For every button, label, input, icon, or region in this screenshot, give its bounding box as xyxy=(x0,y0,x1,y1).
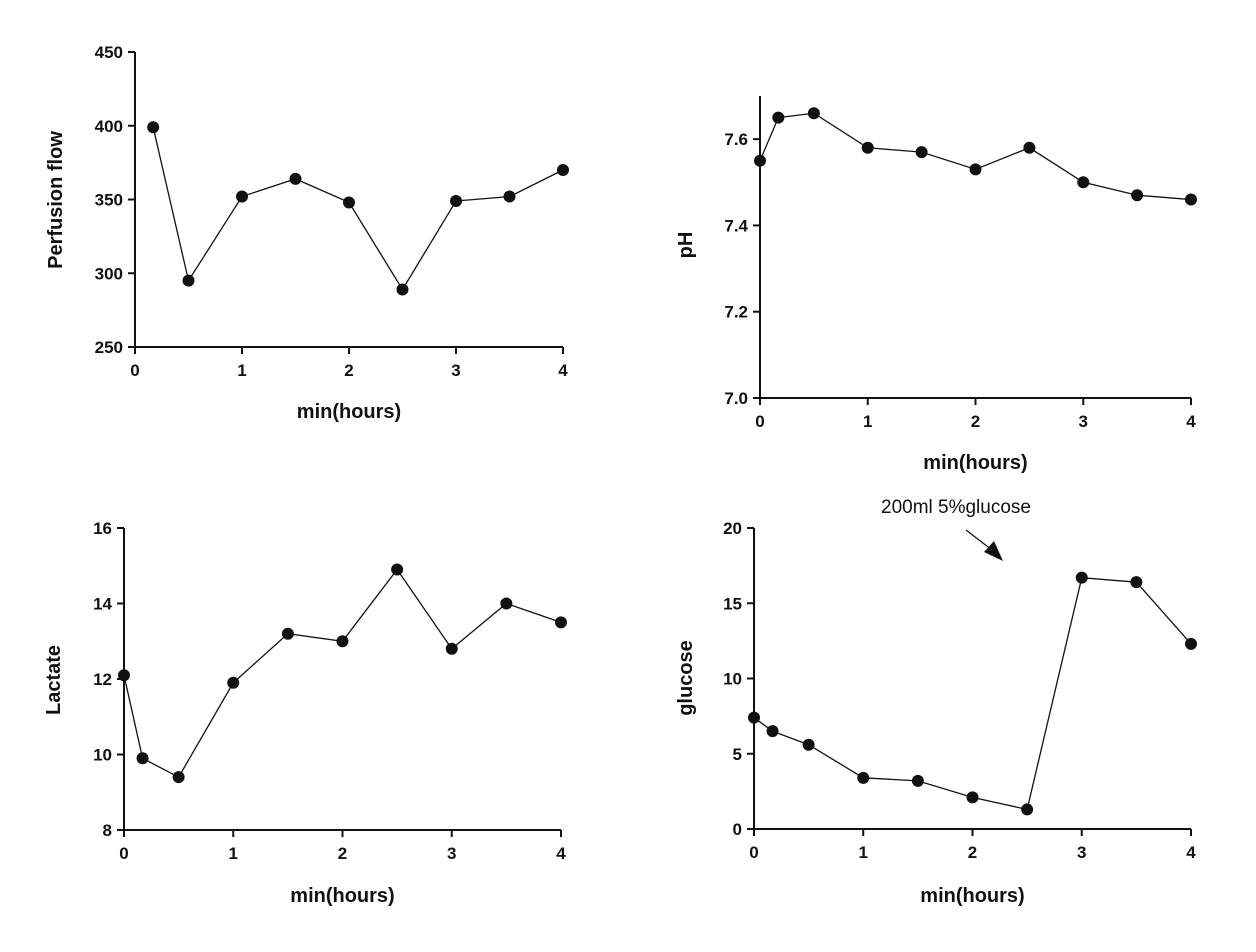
annotation-arrow-line xyxy=(965,529,993,551)
x-tick-label: 0 xyxy=(119,844,128,863)
y-tick-label: 20 xyxy=(723,519,742,538)
data-point xyxy=(748,711,760,724)
data-point xyxy=(766,725,779,738)
data-point xyxy=(1077,176,1090,189)
y-tick-label: 10 xyxy=(93,746,112,765)
data-point xyxy=(281,627,294,640)
series-line xyxy=(152,127,564,291)
y-tick-label: 5 xyxy=(733,745,742,764)
data-point xyxy=(236,190,248,203)
data-point xyxy=(557,164,569,176)
y-tick-label: 250 xyxy=(95,338,123,357)
data-point xyxy=(969,163,982,176)
x-tick-label: 3 xyxy=(451,361,460,380)
x-tick-label: 3 xyxy=(447,844,456,863)
data-point xyxy=(861,141,874,154)
data-point xyxy=(445,642,458,655)
annotation-arrow-head xyxy=(984,541,1003,561)
data-point xyxy=(118,669,130,682)
y-tick-label: 300 xyxy=(95,264,123,283)
x-tick-label: 0 xyxy=(749,843,758,862)
data-point xyxy=(772,111,785,124)
y-tick-label: 16 xyxy=(93,519,112,538)
data-point xyxy=(227,676,240,689)
x-tick-label: 2 xyxy=(971,412,980,431)
x-tick-label: 4 xyxy=(1186,412,1196,431)
x-axis-label: min(hours) xyxy=(290,885,394,907)
glucose-chart: 0 5 10 15 20 0 1 2 3 4 min(hours) glucose 200ml 5%gl… xyxy=(675,497,1197,907)
perfusion-flow-chart: 250 300 350 400 450 0 1 2 3 4 min(hours) Perfusion … xyxy=(45,43,569,423)
x-axis-label: min(hours) xyxy=(920,885,1024,907)
data-point xyxy=(754,154,766,167)
y-tick-label: 10 xyxy=(723,670,742,689)
x-tick-label: 4 xyxy=(1186,843,1196,862)
series-line xyxy=(753,576,1192,811)
y-tick-label: 7.0 xyxy=(724,389,748,408)
x-tick-label: 0 xyxy=(130,361,139,380)
x-tick-label: 1 xyxy=(859,843,868,862)
data-point xyxy=(555,616,567,629)
y-axis-label: glucose xyxy=(675,640,697,716)
data-point xyxy=(1021,803,1034,816)
data-point xyxy=(343,196,355,209)
data-point xyxy=(807,107,820,120)
data-point xyxy=(1131,189,1144,202)
data-point xyxy=(802,738,815,751)
x-tick-label: 2 xyxy=(338,844,347,863)
data-point xyxy=(391,563,404,576)
x-axis-label: min(hours) xyxy=(923,452,1027,474)
ph-chart: 7.0 7.2 7.4 7.6 0 1 2 3 4 min(hours) pH xyxy=(675,96,1197,474)
data-point xyxy=(1023,141,1036,154)
data-point xyxy=(450,194,462,207)
series-line xyxy=(759,112,1192,201)
y-tick-label: 15 xyxy=(723,594,742,613)
y-axis-label: Lactate xyxy=(43,645,65,715)
x-tick-label: 3 xyxy=(1079,412,1088,431)
x-tick-label: 4 xyxy=(556,844,566,863)
data-point xyxy=(172,771,185,784)
y-tick-label: 14 xyxy=(93,595,112,614)
y-tick-label: 7.2 xyxy=(724,303,748,322)
data-point xyxy=(1130,576,1143,589)
data-point xyxy=(182,274,195,287)
x-tick-label: 1 xyxy=(863,412,872,431)
series-line xyxy=(123,568,562,779)
x-tick-label: 3 xyxy=(1077,843,1086,862)
data-point xyxy=(857,771,870,784)
data-point xyxy=(1185,637,1197,650)
data-point xyxy=(911,774,924,787)
y-tick-label: 450 xyxy=(95,43,123,62)
y-tick-label: 7.4 xyxy=(724,216,748,235)
x-tick-label: 0 xyxy=(755,412,764,431)
annotation-text: 200ml 5%glucose xyxy=(881,497,1031,518)
data-point xyxy=(136,752,149,765)
y-tick-label: 350 xyxy=(95,191,123,210)
y-axis-label: pH xyxy=(675,232,697,259)
y-tick-label: 12 xyxy=(93,670,112,689)
data-point xyxy=(289,172,302,185)
x-tick-label: 4 xyxy=(558,361,568,380)
x-tick-label: 1 xyxy=(237,361,246,380)
data-point xyxy=(500,597,513,610)
data-point xyxy=(1075,571,1088,584)
x-axis-label: min(hours) xyxy=(297,401,401,423)
y-axis-label: Perfusion flow xyxy=(45,131,67,269)
data-point xyxy=(1185,193,1197,206)
y-tick-label: 400 xyxy=(95,117,123,136)
data-point xyxy=(396,283,409,296)
x-tick-label: 1 xyxy=(229,844,238,863)
y-tick-label: 7.6 xyxy=(724,130,748,149)
data-point xyxy=(966,791,979,804)
data-point xyxy=(336,635,349,648)
data-point xyxy=(503,190,516,203)
y-tick-label: 8 xyxy=(103,821,112,840)
y-tick-label: 0 xyxy=(733,820,742,839)
x-tick-label: 2 xyxy=(968,843,977,862)
data-point xyxy=(915,146,928,159)
data-point xyxy=(147,121,160,134)
x-tick-label: 2 xyxy=(344,361,353,380)
